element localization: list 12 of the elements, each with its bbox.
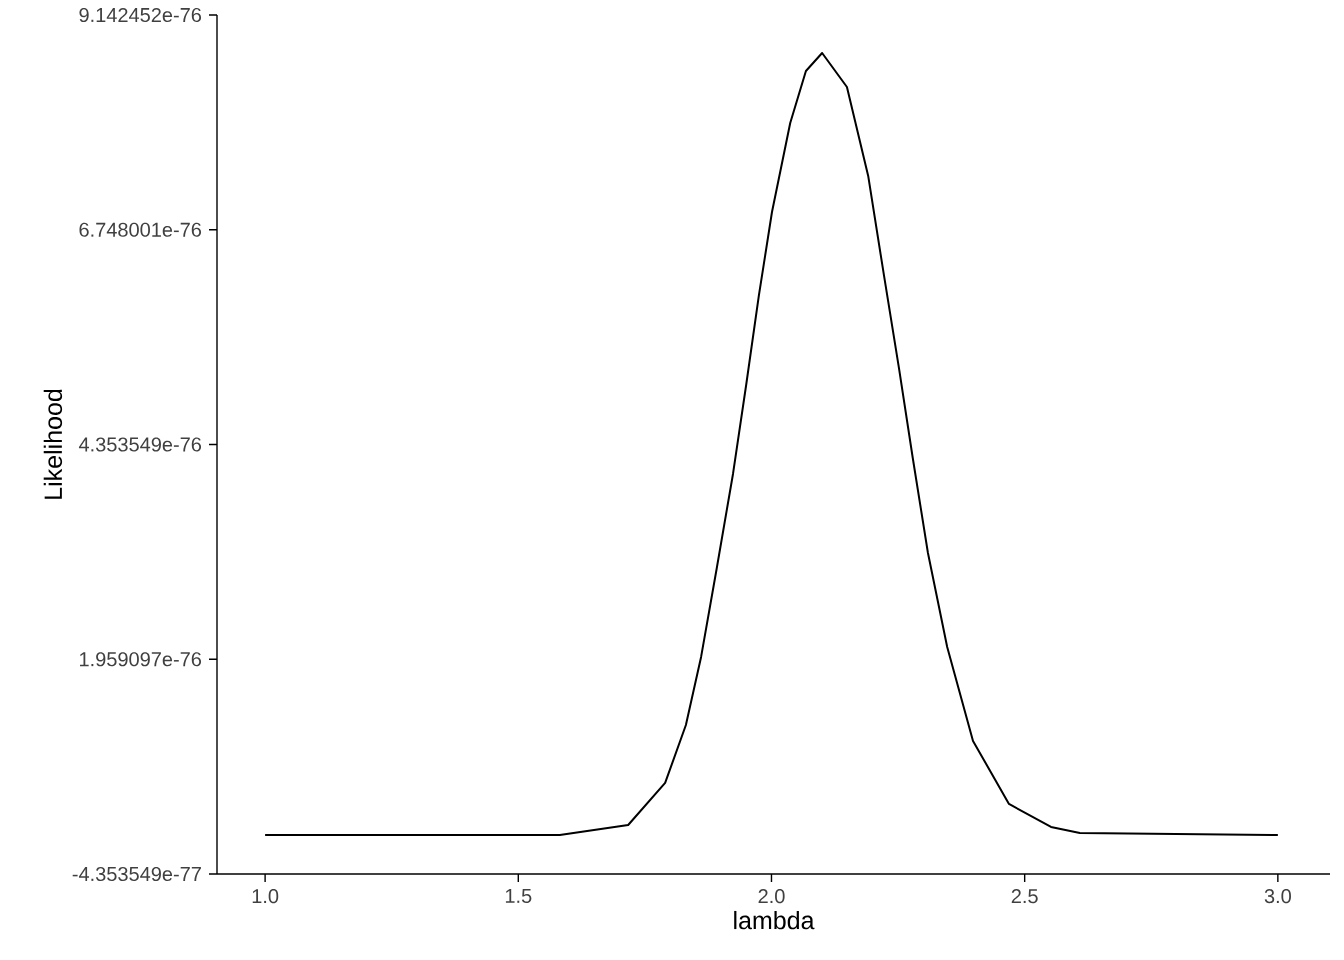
y-axis-title: Likelihood <box>43 389 63 499</box>
y-tick-label: 9.142452e-76 <box>79 7 202 23</box>
y-tick-label: -4.353549e-77 <box>72 866 201 882</box>
y-tick-label: 4.353549e-76 <box>78 437 202 452</box>
x-tick-label: 2.5 <box>1011 889 1038 904</box>
x-tick-label: 1.5 <box>505 889 532 904</box>
x-tick-label: 1.0 <box>252 889 279 904</box>
x-tick-label: 2.0 <box>758 889 785 904</box>
y-tick-label: 6.748001e-76 <box>79 222 202 237</box>
y-tick-label: 1.959097e-76 <box>80 652 202 667</box>
x-tick-label: 3.0 <box>1264 889 1291 904</box>
x-axis-title: lambda <box>734 910 815 930</box>
